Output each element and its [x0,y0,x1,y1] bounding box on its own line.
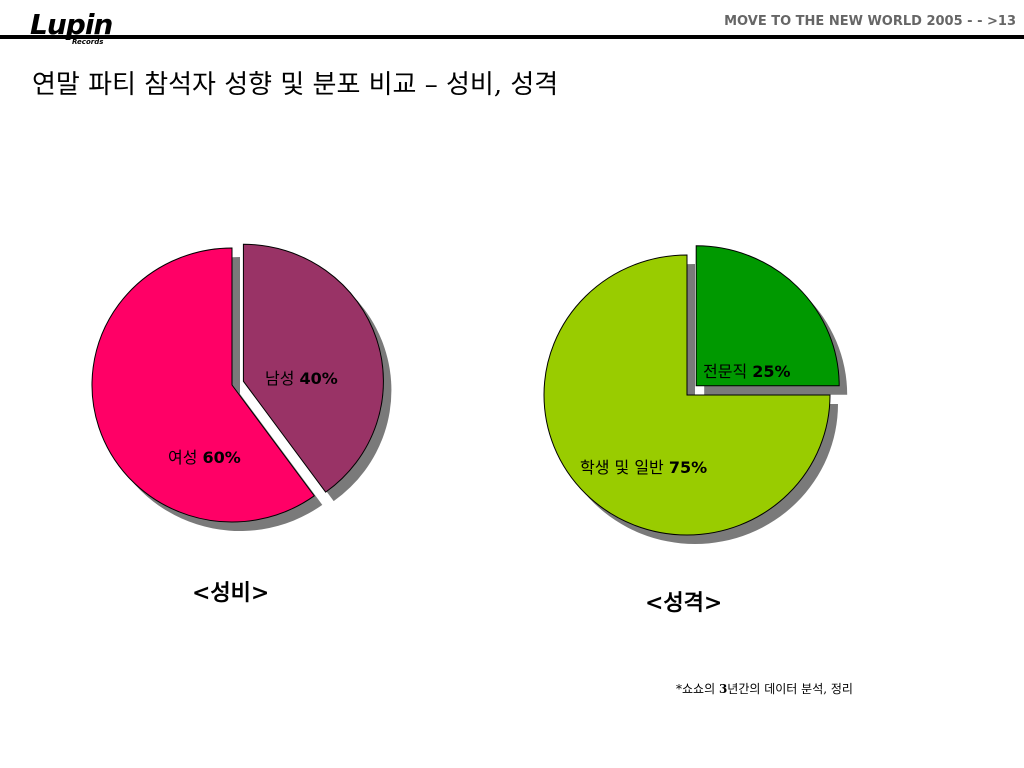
pie-slice-student-general [543,254,831,536]
slice-label-value: 40% [300,369,338,388]
footnote: *쇼쇼의 3년간의 데이터 분석, 정리 [676,680,853,697]
slice-label-male: 남성 40% [265,369,338,388]
gender-chart-caption: <성비> [192,580,270,606]
slice-label-value: 60% [203,448,241,467]
slice-label-name: 전문직 [703,362,752,381]
pie-slice-professional [695,245,840,387]
slice-label-female: 여성 60% [168,448,241,467]
header-slide-label: MOVE TO THE NEW WORLD 2005 - - >13 [724,14,1016,29]
occupation-pie-chart: 전문직 25% 학생 및 일반 75% [543,245,848,544]
pie-slice-female [91,247,315,523]
footnote-number: 3 [718,682,728,696]
footnote-prefix: *쇼쇼의 [676,682,719,696]
slice-label-value: 25% [752,362,790,381]
header-divider [0,35,1024,39]
footnote-suffix: 년간의 데이터 분석, 정리 [727,682,853,696]
logo-subtext: Records [72,38,103,46]
pie-slice-male [242,243,384,493]
slice-label-professional: 전문직 25% [703,362,791,381]
slice-label-name: 남성 [265,369,300,388]
slice-label-name: 학생 및 일반 [580,458,669,477]
occupation-chart-caption: <성격> [645,590,723,616]
slice-label-value: 75% [669,458,707,477]
slice-label-name: 여성 [168,448,203,467]
page-title: 연말 파티 참석자 성향 및 분포 비교 – 성비, 성격 [32,70,559,100]
gender-pie-chart: 남성 40% 여성 60% [91,243,392,531]
slice-label-student-general: 학생 및 일반 75% [580,458,707,477]
